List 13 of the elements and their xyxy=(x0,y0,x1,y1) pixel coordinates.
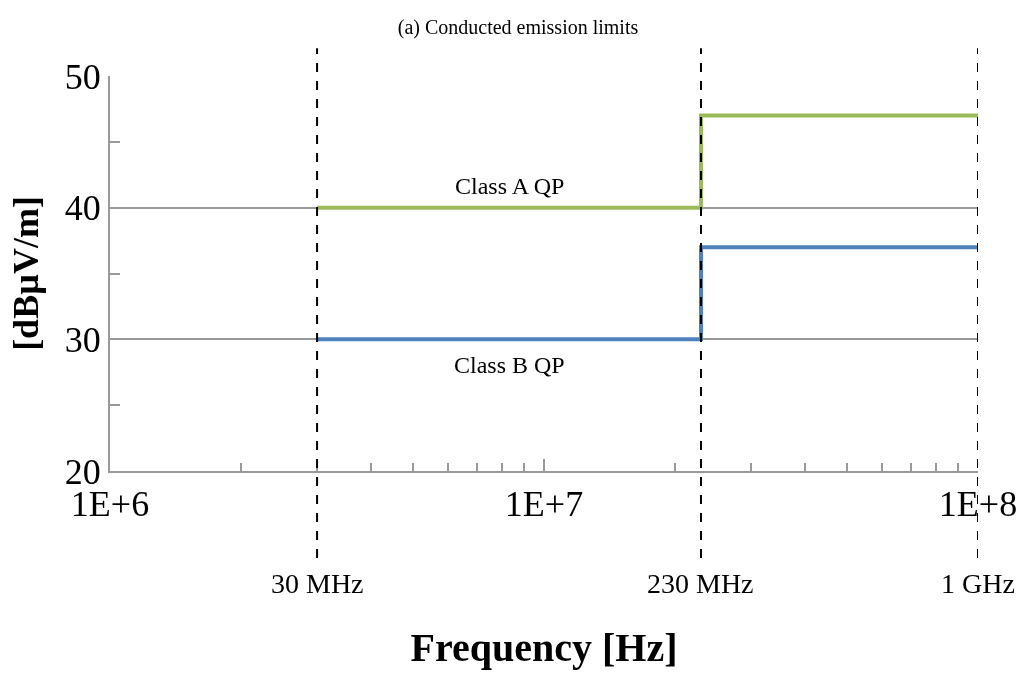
y-tick-label: 40 xyxy=(64,188,101,229)
series-label: Class A QP xyxy=(455,173,565,199)
series-label: Class B QP xyxy=(454,352,565,378)
x-tick-label: 1E+8 xyxy=(938,484,1018,525)
ref-line-label: 30 MHz xyxy=(271,568,364,599)
y-axis-title: [dBµV/m] xyxy=(6,196,47,351)
ref-line-label: 1 GHz xyxy=(941,568,1015,599)
x-axis-title: Frequency [Hz] xyxy=(410,625,678,671)
ref-line-label: 230 MHz xyxy=(647,568,754,599)
y-tick-label: 50 xyxy=(64,56,101,97)
chart-title: (a) Conducted emission limits xyxy=(397,16,639,40)
x-tick-label: 1E+7 xyxy=(504,484,584,525)
y-tick-label: 30 xyxy=(64,319,101,360)
